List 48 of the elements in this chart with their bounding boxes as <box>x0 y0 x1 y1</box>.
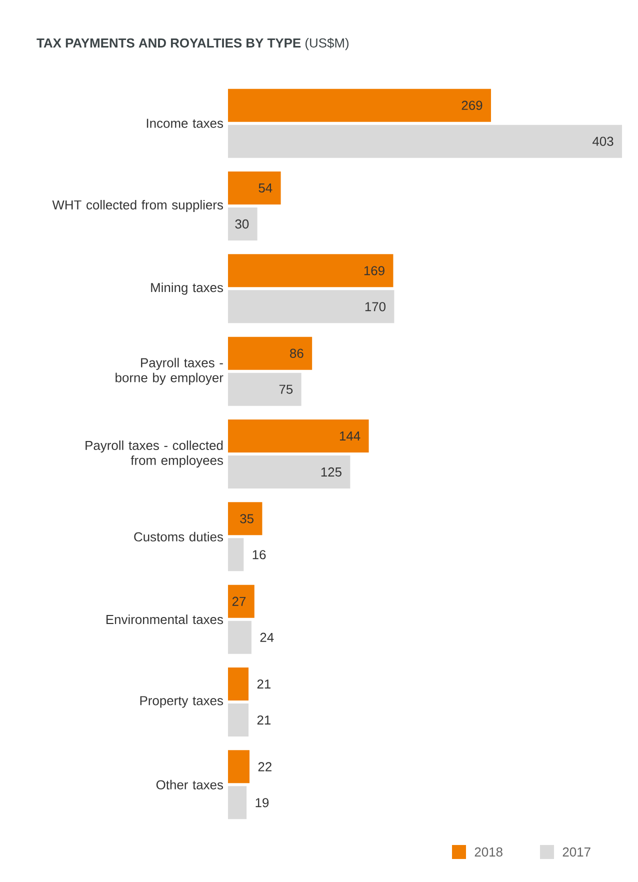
y-tick-label: Income taxes <box>146 118 224 128</box>
y-tick-label: Environmental taxes <box>106 614 223 624</box>
data-label: 86 <box>290 348 304 358</box>
bar <box>228 786 247 820</box>
data-label: 170 <box>365 302 386 312</box>
data-label: 19 <box>256 798 269 808</box>
bar <box>228 290 394 324</box>
bar <box>228 620 252 654</box>
data-label: 24 <box>260 632 274 642</box>
y-tick-label: Property taxes <box>140 696 224 708</box>
bar <box>228 750 250 784</box>
bar <box>228 668 249 701</box>
data-label: 403 <box>592 136 614 146</box>
bar <box>228 538 244 572</box>
data-label: 16 <box>252 550 266 560</box>
bar <box>228 172 281 205</box>
bar <box>228 704 249 736</box>
bar <box>228 254 394 288</box>
legend-label: 2017 <box>562 847 590 857</box>
data-label: 21 <box>257 679 271 689</box>
data-label: 35 <box>240 514 254 524</box>
legend-label: 2018 <box>474 847 502 857</box>
bar <box>228 420 369 452</box>
y-tick-label: Payroll taxes - borne by employer <box>116 358 224 385</box>
chart-title: TAX PAYMENTS AND ROYALTIES BY TYPE (US$M) <box>36 38 349 50</box>
data-label: 30 <box>235 219 249 229</box>
y-tick-label: WHT collected from suppliers <box>52 200 223 212</box>
data-label: 169 <box>364 266 384 276</box>
y-tick-label: Other taxes <box>156 780 224 790</box>
bar <box>228 208 258 241</box>
data-label: 269 <box>462 100 482 110</box>
y-tick-label: Customs duties <box>134 532 224 542</box>
data-label: 54 <box>258 183 272 193</box>
bar <box>228 584 254 618</box>
bar <box>228 88 491 122</box>
bar <box>228 124 622 158</box>
data-label: 27 <box>232 596 246 606</box>
data-label: 144 <box>340 432 360 440</box>
y-tick-label: Mining taxes <box>151 282 224 295</box>
bar <box>228 336 312 370</box>
data-label: 75 <box>279 384 293 394</box>
data-label: 125 <box>321 467 342 477</box>
bar <box>228 372 302 406</box>
data-label: 22 <box>258 762 272 772</box>
bar <box>228 456 350 489</box>
data-label: 21 <box>257 715 271 725</box>
bar <box>228 502 262 536</box>
y-tick-label: Payroll taxes - collected from employees <box>86 440 224 468</box>
